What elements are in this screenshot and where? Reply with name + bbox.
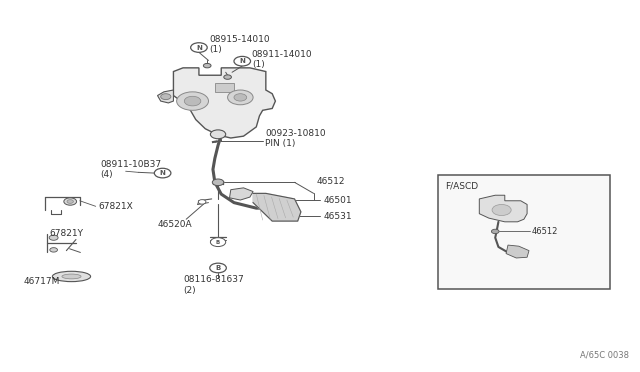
Circle shape — [64, 198, 77, 205]
Circle shape — [228, 90, 253, 105]
Text: N: N — [159, 170, 166, 176]
Circle shape — [214, 180, 223, 185]
Polygon shape — [253, 193, 301, 221]
Text: 08116-81637
(2): 08116-81637 (2) — [183, 275, 244, 295]
Circle shape — [224, 75, 232, 79]
Circle shape — [198, 200, 206, 204]
Text: N: N — [239, 58, 245, 64]
Circle shape — [67, 200, 74, 203]
Circle shape — [492, 205, 511, 215]
Text: 08915-14010
(1): 08915-14010 (1) — [209, 35, 269, 54]
Polygon shape — [157, 90, 173, 103]
Text: B: B — [216, 240, 220, 245]
Circle shape — [492, 229, 499, 234]
Text: F/ASCD: F/ASCD — [445, 182, 479, 190]
Bar — [438, 175, 610, 289]
Circle shape — [161, 94, 171, 100]
Circle shape — [177, 92, 209, 110]
Circle shape — [154, 168, 171, 178]
Text: 67821Y: 67821Y — [49, 229, 83, 238]
FancyBboxPatch shape — [215, 83, 234, 92]
Ellipse shape — [52, 271, 91, 282]
Text: 46717M: 46717M — [24, 278, 60, 286]
Polygon shape — [230, 188, 253, 200]
Text: N: N — [196, 45, 202, 51]
Circle shape — [50, 248, 58, 252]
Circle shape — [211, 130, 226, 139]
Text: 46520A: 46520A — [157, 220, 192, 229]
Circle shape — [211, 238, 226, 247]
Text: 00923-10810
PIN (1): 00923-10810 PIN (1) — [265, 129, 326, 148]
Polygon shape — [506, 245, 529, 258]
Ellipse shape — [62, 274, 81, 279]
Circle shape — [191, 43, 207, 52]
Text: A/65C 0038: A/65C 0038 — [580, 350, 629, 359]
Text: 46512: 46512 — [317, 177, 346, 186]
Circle shape — [184, 96, 201, 106]
Circle shape — [49, 235, 58, 240]
Polygon shape — [479, 195, 527, 222]
Circle shape — [212, 179, 224, 186]
Text: 46531: 46531 — [323, 212, 352, 221]
Polygon shape — [173, 68, 275, 138]
Text: 08911-14010
(1): 08911-14010 (1) — [252, 49, 312, 69]
Text: 46501: 46501 — [323, 196, 352, 205]
Circle shape — [210, 263, 227, 273]
Text: 67821X: 67821X — [99, 202, 133, 211]
Circle shape — [234, 94, 246, 101]
Circle shape — [234, 57, 250, 66]
Text: B: B — [216, 265, 221, 271]
Circle shape — [204, 63, 211, 68]
Text: 08911-10B37
(4): 08911-10B37 (4) — [100, 160, 161, 179]
Text: 46512: 46512 — [532, 227, 558, 236]
